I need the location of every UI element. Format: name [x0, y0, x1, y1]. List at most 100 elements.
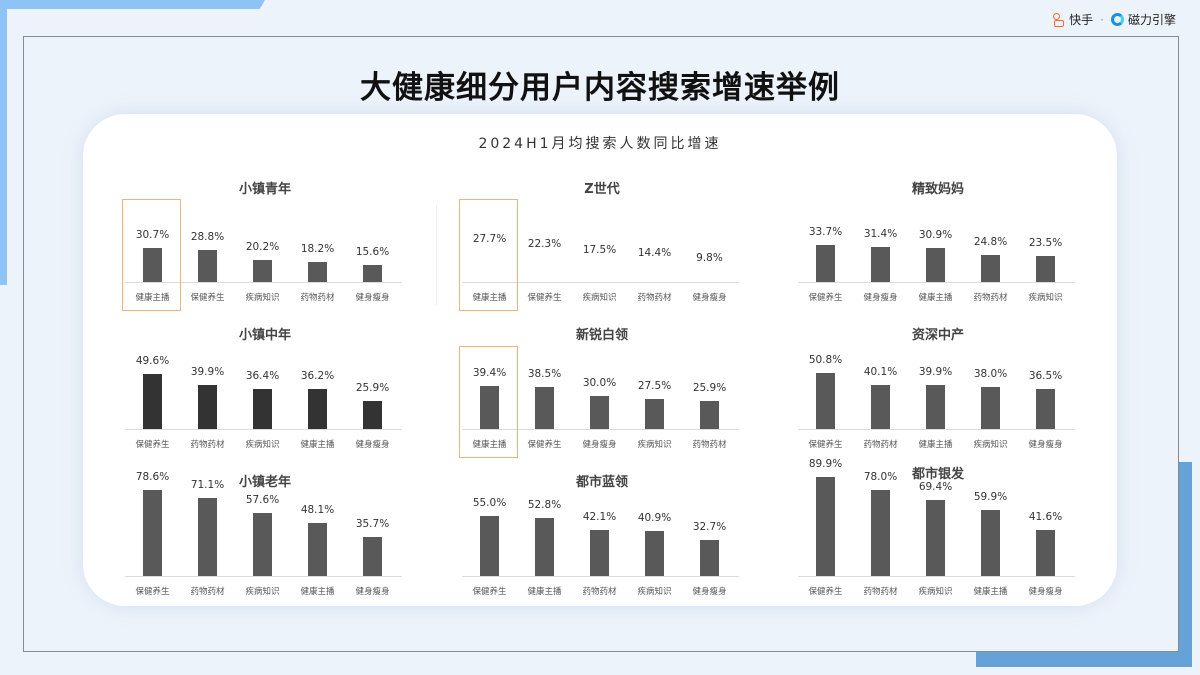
- column-divider: [436, 205, 437, 305]
- value-label: 14.4%: [637, 247, 672, 260]
- bar: [198, 385, 217, 429]
- bar: [480, 385, 499, 429]
- bar: [480, 515, 499, 576]
- bar: [253, 512, 272, 576]
- category-label: 健身瘦身: [355, 587, 390, 597]
- cili-logo-icon: [1110, 13, 1124, 26]
- bar: [645, 531, 664, 576]
- bar: [981, 510, 1000, 576]
- value-label: 28.8%: [190, 231, 225, 244]
- category-label: 药物药材: [863, 440, 898, 450]
- value-label: 40.1%: [863, 365, 898, 378]
- bar-chart-panel: 新锐白领 39.4% 健康主播 38.5% 保健养生 30.0% 健身瘦身 27.5% 疾病知识…: [459, 0, 742, 675]
- bar: [926, 248, 945, 282]
- value-label: 27.7%: [472, 232, 507, 245]
- bar: [308, 389, 327, 429]
- category-label: 疾病知识: [973, 440, 1008, 450]
- value-label: 36.2%: [300, 370, 335, 383]
- value-label: 39.9%: [190, 366, 225, 379]
- x-axis-line: [462, 429, 739, 430]
- category-label: 健康主播: [472, 293, 507, 303]
- value-label: 59.9%: [973, 491, 1008, 504]
- category-label: 保健养生: [135, 587, 170, 597]
- category-label: 药物药材: [637, 293, 672, 303]
- bar-chart-panel: 都市银发 89.9% 保健养生 78.0% 药物药材 69.4% 疾病知识 59.9% 健康主播…: [798, 0, 1078, 675]
- kuaishou-logo-icon: [1053, 13, 1065, 27]
- value-label: 39.4%: [472, 366, 507, 379]
- value-label: 25.9%: [355, 381, 390, 394]
- value-label: 30.0%: [582, 377, 617, 389]
- highlight-box: [122, 199, 181, 311]
- value-label: 33.7%: [808, 225, 843, 238]
- category-label: 保健养生: [472, 587, 507, 597]
- value-label: 42.1%: [582, 510, 617, 523]
- category-label: 健身瘦身: [692, 587, 727, 597]
- category-label: 保健养生: [808, 440, 843, 450]
- value-label: 48.1%: [300, 504, 335, 517]
- value-label: 17.5%: [582, 243, 617, 256]
- bar: [363, 536, 382, 576]
- chart-title: 小镇中年: [238, 328, 291, 343]
- bar: [871, 247, 890, 282]
- value-label: 38.5%: [527, 367, 562, 380]
- bar: [816, 244, 835, 282]
- category-label: 药物药材: [190, 440, 225, 450]
- value-label: 49.6%: [135, 355, 170, 368]
- category-label: 保健养生: [808, 587, 843, 597]
- bar: [1036, 530, 1055, 576]
- value-label: 24.8%: [973, 235, 1008, 248]
- category-label: 健康主播: [300, 440, 335, 450]
- value-label: 57.6%: [245, 493, 280, 506]
- bar: [1036, 388, 1055, 429]
- value-label: 22.3%: [527, 238, 562, 251]
- category-label: 疾病知识: [582, 293, 617, 303]
- value-label: 41.6%: [1028, 511, 1063, 524]
- category-label: 健康主播: [527, 587, 562, 597]
- value-label: 55.0%: [472, 496, 507, 509]
- value-label: 30.7%: [135, 229, 170, 242]
- chart-title: 小镇老年: [238, 475, 291, 490]
- bar-chart-panel: Z世代 27.7% 健康主播 22.3% 保健养生 17.5% 疾病知识 14.4% 药物药材 9…: [459, 0, 742, 675]
- category-label: 疾病知识: [637, 587, 672, 597]
- bar: [143, 374, 162, 429]
- category-label: 健康主播: [918, 440, 953, 450]
- highlight-box: [459, 199, 518, 311]
- value-label: 25.9%: [692, 381, 727, 394]
- value-label: 78.6%: [135, 470, 170, 483]
- bar: [981, 254, 1000, 282]
- cili-label: 磁力引擎: [1127, 13, 1176, 27]
- category-label: 保健养生: [527, 293, 562, 303]
- category-label: 健康主播: [973, 587, 1008, 597]
- page-title: 大健康细分用户内容搜索增速举例: [360, 70, 840, 106]
- value-label: 27.5%: [637, 379, 672, 392]
- x-axis-line: [125, 282, 402, 283]
- value-label: 40.9%: [637, 512, 672, 524]
- category-label: 健身瘦身: [863, 293, 898, 303]
- x-axis-line: [125, 576, 402, 577]
- category-label: 疾病知识: [245, 440, 280, 450]
- bar: [535, 517, 554, 576]
- value-label: 31.4%: [863, 228, 898, 241]
- x-axis-line: [798, 576, 1075, 577]
- bar: [590, 396, 609, 429]
- value-label: 69.4%: [918, 480, 953, 493]
- category-label: 保健养生: [808, 293, 843, 303]
- category-label: 保健养生: [527, 440, 562, 450]
- category-label: 健康主播: [918, 293, 953, 303]
- value-label: 39.9%: [918, 366, 953, 379]
- category-label: 药物药材: [973, 293, 1008, 303]
- kuaishou-label: 快手: [1069, 13, 1094, 27]
- x-axis-line: [798, 282, 1075, 283]
- bar: [816, 373, 835, 429]
- value-label: 36.4%: [245, 369, 280, 382]
- value-label: 32.7%: [692, 521, 727, 534]
- chart-title: 小镇青年: [238, 182, 291, 197]
- category-label: 疾病知识: [637, 440, 672, 450]
- bar: [198, 250, 217, 282]
- x-axis-line: [125, 429, 402, 430]
- bar: [363, 264, 382, 282]
- value-label: 23.5%: [1028, 237, 1063, 250]
- bar: [535, 386, 554, 429]
- category-label: 疾病知识: [245, 587, 280, 597]
- category-label: 保健养生: [135, 440, 170, 450]
